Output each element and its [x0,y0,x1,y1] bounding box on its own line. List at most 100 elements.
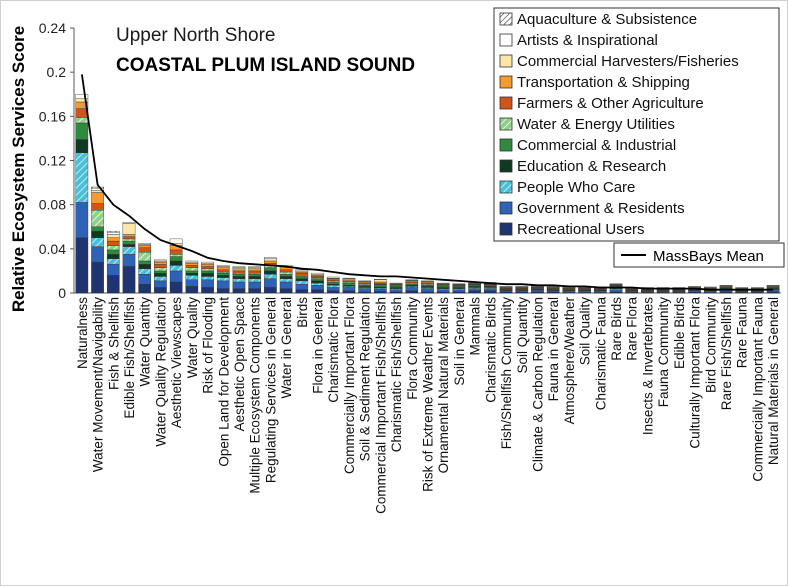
bar-segment [264,278,277,288]
x-tick-label: Risk of Flooding [201,297,216,394]
bar-segment [295,280,309,285]
bar-segment [216,275,230,278]
bar-segment [279,276,293,279]
bar-segment [342,282,356,286]
legend-label: Commercial Harvesters/Fisheries [517,53,739,70]
bar-segment [169,265,183,272]
bar-segment [405,287,419,291]
bar-segment [216,280,230,289]
bar-segment [122,223,136,235]
bar-segment [201,261,214,264]
bar-segment [122,236,136,240]
bar-segment [436,289,450,293]
bar-segment [232,266,246,268]
legend-label: Transportation & Shipping [517,74,690,91]
bar-segment [138,243,152,245]
bar-segment [106,254,120,259]
legend-swatch [499,180,513,194]
bar-segment [75,152,89,203]
bar-segment [91,209,104,227]
bar-segment [452,283,466,285]
bar-segment [515,286,529,288]
bar-segment [264,260,277,264]
bar-segment [201,270,214,274]
x-tick-labels: Naturalness Water Movement/Navigability Fi… [75,297,781,514]
x-tick-label: Water Movement/Navigability [91,297,106,472]
bar-segment [91,261,104,294]
legend-swatch [499,159,513,173]
bar-segment [421,280,434,282]
bar-segment [169,281,183,294]
bar-segment [154,267,167,272]
y-tick-label: 0 [58,285,66,301]
legend-swatch [499,33,513,47]
legend-label: Recreational Users [517,221,645,238]
bar-segment [389,282,403,284]
bar-segment [138,247,152,253]
bar-segment [122,222,136,224]
bar-segment [436,282,450,284]
bar-segment [232,288,246,294]
bar-segment [138,245,152,248]
x-tick-label: Rare Fish/Shellfish [719,297,734,410]
x-tick-label: Climate & Carbon Regulation [531,297,546,472]
bar-segment [122,254,136,267]
bar-segment [154,280,167,288]
bar-segment [138,251,152,262]
bar-segment [91,246,104,263]
legend-label: Education & Research [517,158,666,175]
x-tick-label: Open Land for Development [216,297,231,467]
bar-segment [248,276,262,279]
bar-segment [232,281,246,289]
bar-segment [342,287,356,291]
bar-segment [106,240,120,246]
bar-segment [232,270,246,274]
bar-segment [216,269,230,273]
x-tick-label: Water Quantity [138,297,153,387]
legend-swatch [499,138,513,152]
x-tick-label: Charismatic Fish/Shellfish [389,297,404,452]
y-tick-label: 0.04 [39,241,66,257]
x-tick-label: Birds [295,297,310,328]
bar-segment [452,289,466,293]
bar-segment [279,288,293,294]
bar-segment [264,258,277,262]
bar-segment [122,238,136,242]
bar-segment [531,290,544,293]
y-tick-label: 0.12 [39,153,66,169]
bar-segment [91,230,104,238]
x-tick-label: Fish & Shellfish [106,297,121,390]
bar-segment [358,280,371,282]
bar-segment [311,280,324,284]
bar-segment [295,272,309,276]
bar-segment [374,284,387,288]
bar-segment [91,203,104,211]
bar-segment [106,258,120,265]
legend-swatch [499,96,513,110]
bar-segment [248,281,262,289]
bar-segment [201,264,214,267]
bar-segment [122,240,136,245]
x-tick-label: Commercially Important Flora [342,297,357,475]
x-tick-label: Naturalness [75,297,90,369]
bar-segment [279,269,293,273]
bar-segment [468,290,481,294]
bar-segment [295,289,309,294]
bar-segment [232,278,246,283]
bar-segment [326,287,340,291]
bar-segment [609,283,623,285]
mean-legend-label: MassBays Mean [653,248,764,265]
bar-segment [75,237,89,294]
bar-segment [169,249,183,255]
x-tick-label: Fauna Community [656,297,671,408]
chart-subtitle: COASTAL PLUM ISLAND SOUND [116,55,415,76]
bar-segment [185,260,199,263]
bar-segment [138,274,152,285]
bar-segment [138,260,152,265]
bar-segment [546,286,560,288]
bar-segment [405,279,419,281]
bar-segment [185,270,199,274]
bar-segment [342,290,356,294]
